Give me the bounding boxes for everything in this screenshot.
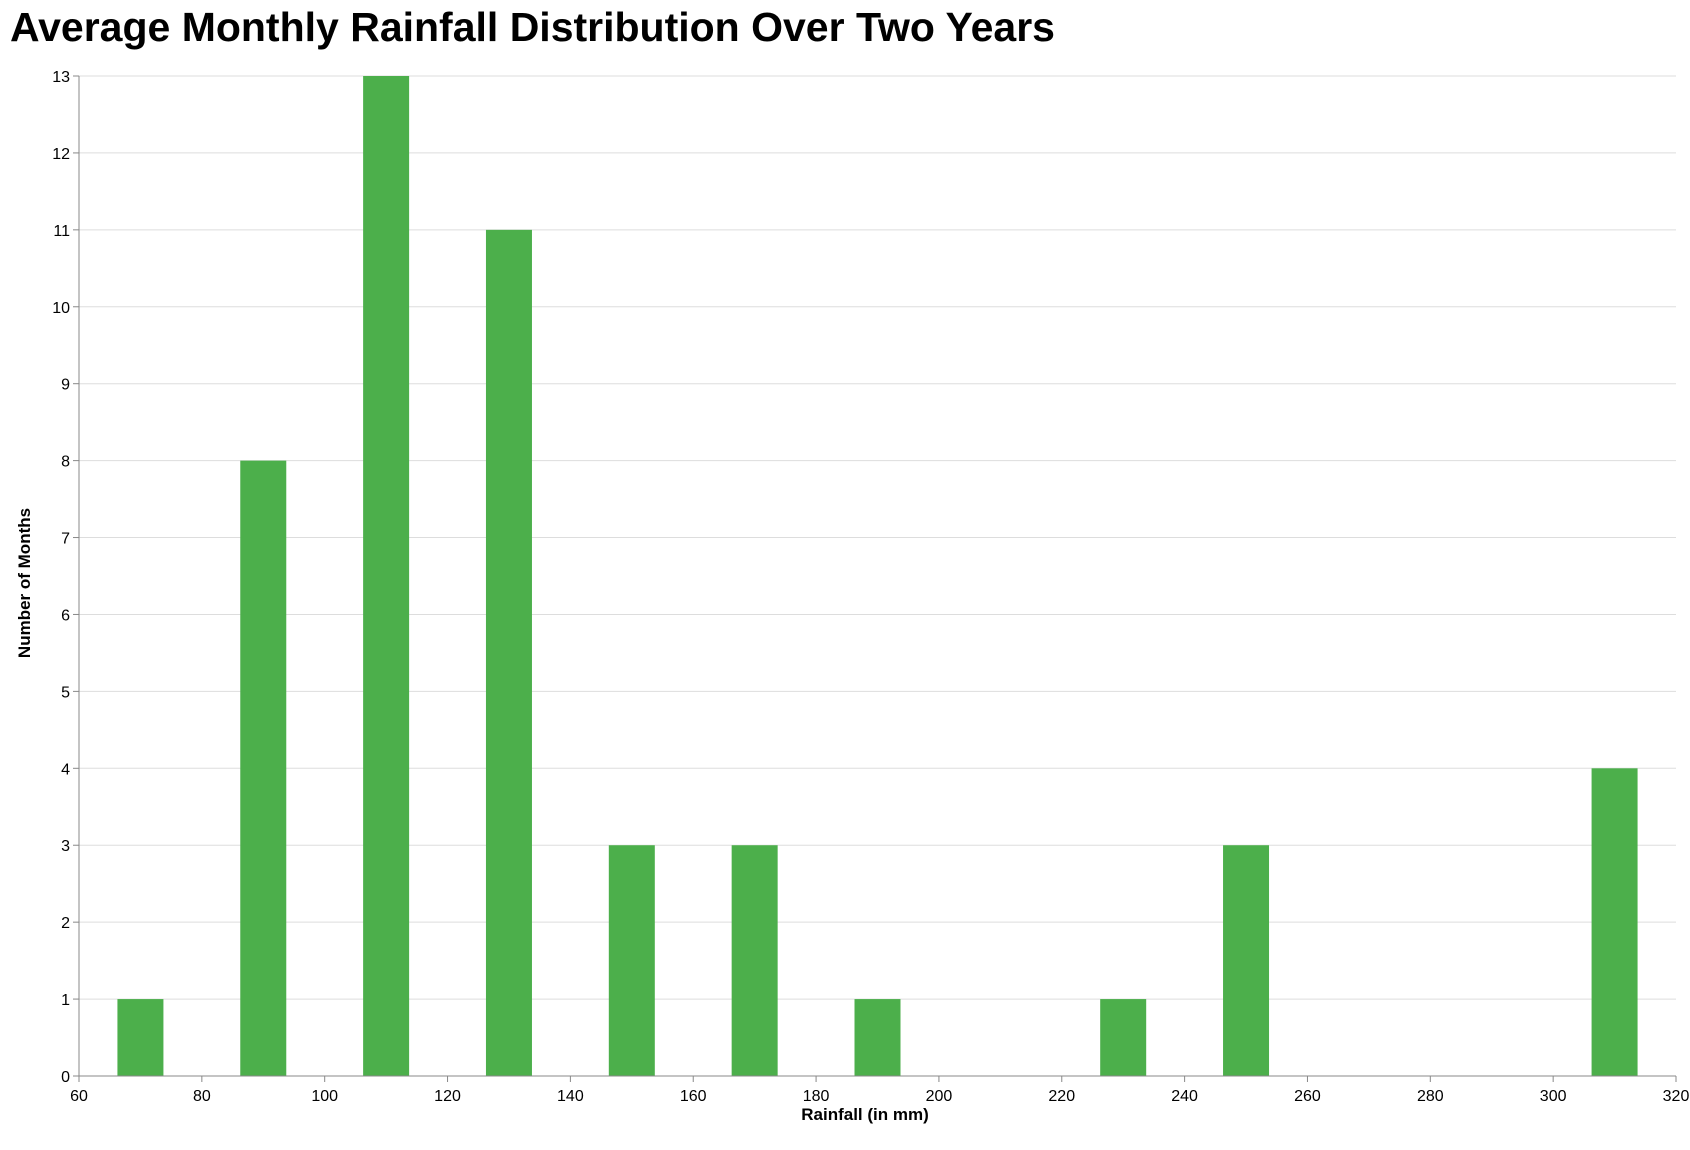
y-tick-label: 11 (53, 223, 70, 240)
y-tick-label: 10 (52, 300, 70, 317)
y-tick-label: 7 (61, 531, 70, 548)
y-axis-title: Number of Months (15, 508, 34, 658)
y-tick-label: 1 (61, 992, 70, 1009)
x-tick-label: 120 (434, 1088, 461, 1105)
histogram-bar (117, 999, 164, 1076)
chart-title: Average Monthly Rainfall Distribution Ov… (10, 4, 1055, 50)
histogram-bar (608, 845, 655, 1076)
y-tick-label: 13 (52, 69, 70, 86)
y-tick-label: 12 (52, 146, 70, 163)
histogram-bar (1100, 999, 1147, 1076)
y-tick-label: 6 (61, 607, 70, 624)
histogram-bar (854, 999, 901, 1076)
y-tick-label: 5 (61, 684, 70, 701)
histogram-bar (1591, 768, 1638, 1076)
x-tick-label: 260 (1294, 1088, 1321, 1105)
y-tick-label: 8 (61, 454, 70, 471)
x-tick-label: 60 (70, 1088, 88, 1105)
y-tick-label: 3 (61, 838, 70, 855)
x-tick-label: 180 (803, 1088, 830, 1105)
histogram-bar (485, 229, 532, 1076)
x-tick-label: 220 (1048, 1088, 1075, 1105)
histogram-bar (731, 845, 778, 1076)
x-tick-label: 80 (193, 1088, 211, 1105)
x-tick-label: 300 (1540, 1088, 1567, 1105)
x-tick-label: 240 (1171, 1088, 1198, 1105)
x-tick-label: 280 (1417, 1088, 1444, 1105)
bars (117, 76, 1638, 1077)
histogram-bar (363, 76, 410, 1076)
x-tick-label: 200 (926, 1088, 953, 1105)
y-tick-label: 9 (61, 377, 70, 394)
grid-lines (79, 75, 1676, 1077)
x-tick-label: 160 (680, 1088, 707, 1105)
histogram-bar (240, 460, 287, 1077)
y-tick-label: 4 (61, 761, 70, 778)
x-axis-title: Rainfall (in mm) (801, 1105, 929, 1124)
x-tick-label: 320 (1663, 1088, 1690, 1105)
x-tick-label: 100 (311, 1088, 338, 1105)
histogram-bar (1223, 845, 1270, 1076)
x-tick-label: 140 (557, 1088, 584, 1105)
y-tick-label: 0 (61, 1069, 70, 1086)
y-tick-label: 2 (61, 915, 70, 932)
